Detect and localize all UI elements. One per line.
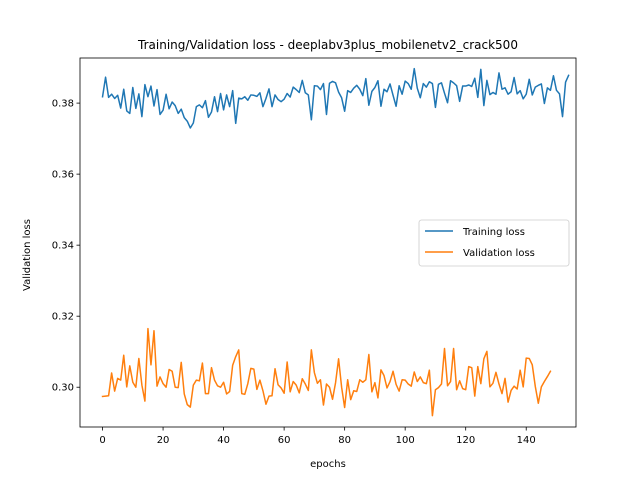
x-tick-label: 100	[396, 435, 415, 446]
legend-box	[418, 219, 570, 267]
legend: Training loss Validation loss	[418, 219, 570, 267]
y-tick-label: 0.36	[52, 170, 74, 181]
plot-area	[79, 57, 577, 428]
y-axis-label: Validation loss	[22, 219, 33, 291]
axes-frame	[79, 57, 577, 428]
x-tick-label: 40	[217, 435, 230, 446]
y-tick-label: 0.30	[52, 383, 74, 394]
x-tick-label: 0	[99, 435, 105, 446]
chart-title: Training/Validation loss - deeplabv3plus…	[137, 38, 518, 52]
x-tick-label: 120	[456, 435, 475, 446]
x-axis: 0 20 40 60 80 100 120 140	[99, 427, 536, 446]
x-tick-label: 60	[278, 435, 291, 446]
y-axis: 0.30 0.32 0.34 0.36 0.38	[52, 99, 80, 394]
x-tick-label: 140	[517, 435, 536, 446]
x-tick-label: 20	[157, 435, 170, 446]
series-line-training-loss	[101, 67, 570, 129]
y-tick-label: 0.32	[52, 312, 74, 323]
x-axis-label: epochs	[310, 459, 346, 470]
legend-label-validation-loss: Validation loss	[463, 248, 535, 259]
legend-label-training-loss: Training loss	[462, 227, 525, 238]
series-line-validation-loss	[101, 327, 552, 417]
x-tick-label: 80	[338, 435, 351, 446]
y-tick-label: 0.38	[52, 99, 74, 110]
y-tick-label: 0.34	[52, 241, 74, 252]
